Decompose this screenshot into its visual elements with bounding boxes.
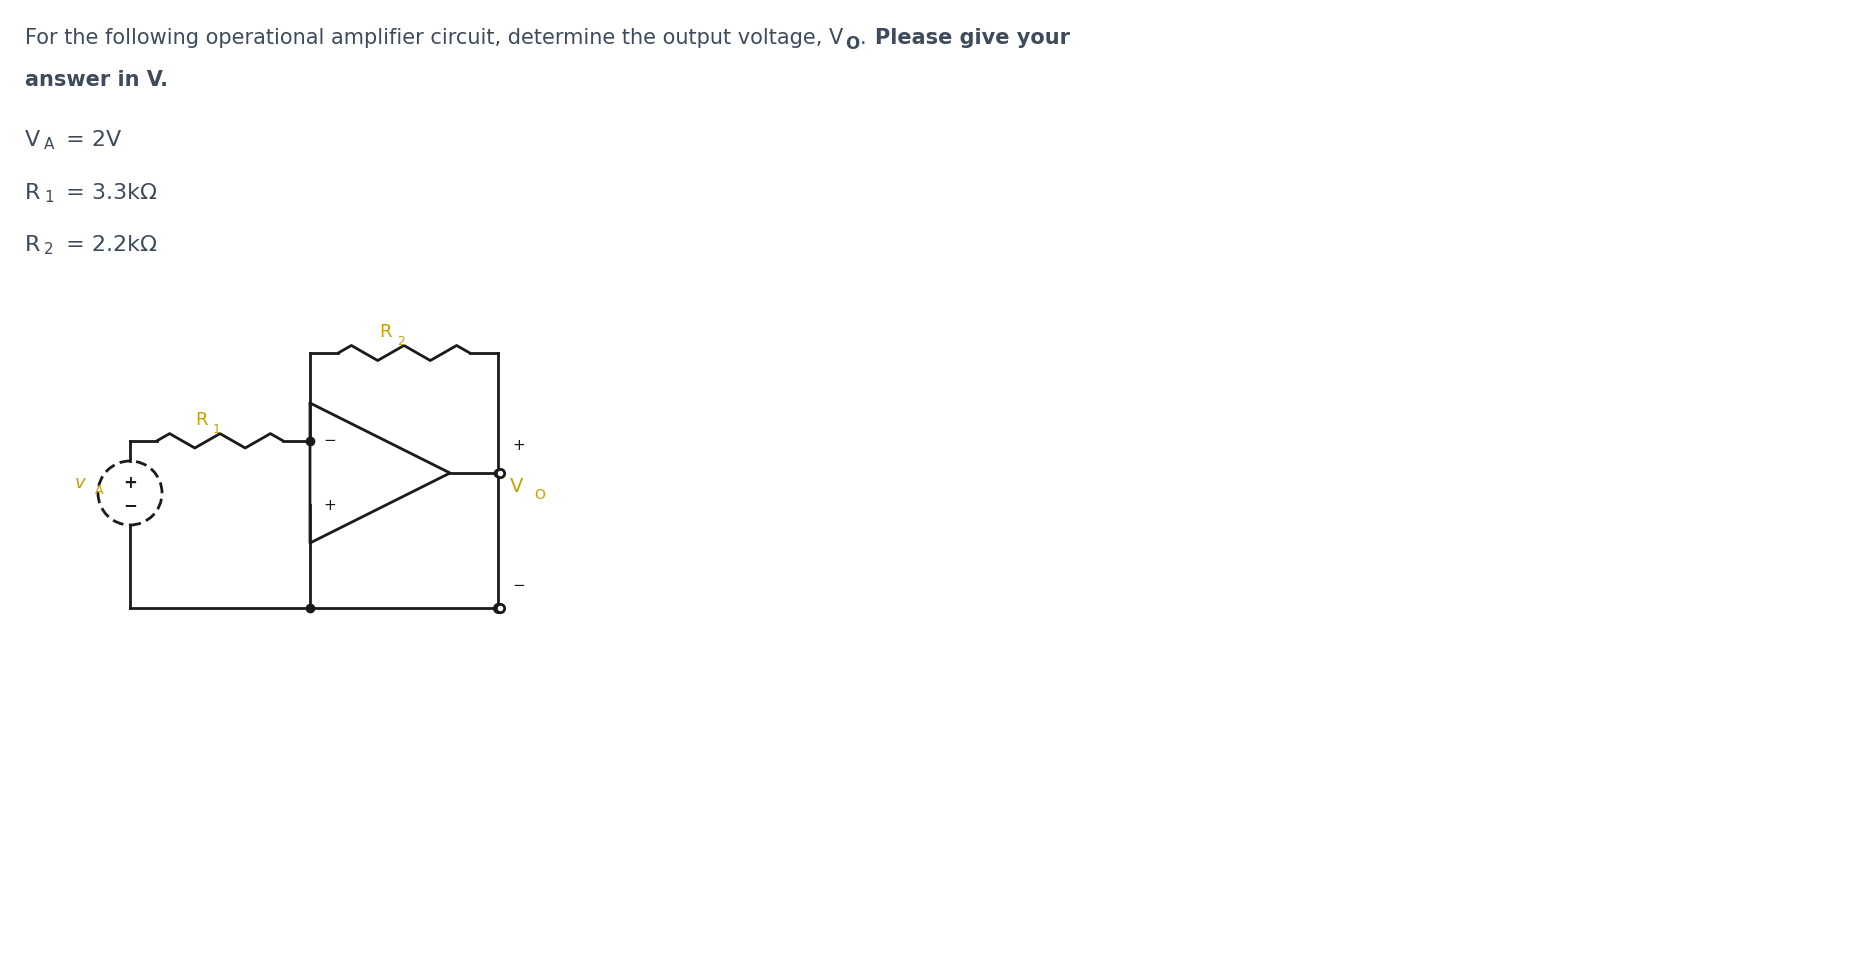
Text: +: + bbox=[123, 474, 136, 492]
Text: +: + bbox=[323, 498, 336, 513]
Text: R: R bbox=[194, 411, 207, 429]
Text: −: − bbox=[323, 433, 336, 448]
Text: −: − bbox=[512, 579, 525, 594]
Text: answer in V.: answer in V. bbox=[24, 70, 168, 90]
Text: A: A bbox=[45, 137, 54, 152]
Text: 1: 1 bbox=[45, 190, 54, 205]
Text: 2: 2 bbox=[45, 242, 54, 257]
Text: R: R bbox=[24, 235, 41, 255]
Text: 2: 2 bbox=[396, 335, 406, 348]
Text: 1: 1 bbox=[213, 422, 221, 436]
Text: V: V bbox=[24, 130, 41, 150]
Text: = 3.3kΩ: = 3.3kΩ bbox=[60, 183, 157, 203]
Text: −: − bbox=[123, 496, 136, 514]
Text: R: R bbox=[24, 183, 41, 203]
Text: R: R bbox=[379, 323, 391, 341]
Text: Please give your: Please give your bbox=[875, 28, 1069, 48]
Text: V: V bbox=[510, 476, 523, 495]
Text: = 2.2kΩ: = 2.2kΩ bbox=[60, 235, 157, 255]
Text: .: . bbox=[860, 28, 880, 48]
Text: = 2V: = 2V bbox=[60, 130, 121, 150]
Text: For the following operational amplifier circuit, determine the output voltage, V: For the following operational amplifier … bbox=[24, 28, 843, 48]
Text: +: + bbox=[512, 438, 525, 452]
Text: O: O bbox=[845, 35, 860, 53]
Text: v: v bbox=[75, 474, 86, 492]
Text: O: O bbox=[535, 488, 546, 502]
Text: A: A bbox=[95, 485, 103, 497]
